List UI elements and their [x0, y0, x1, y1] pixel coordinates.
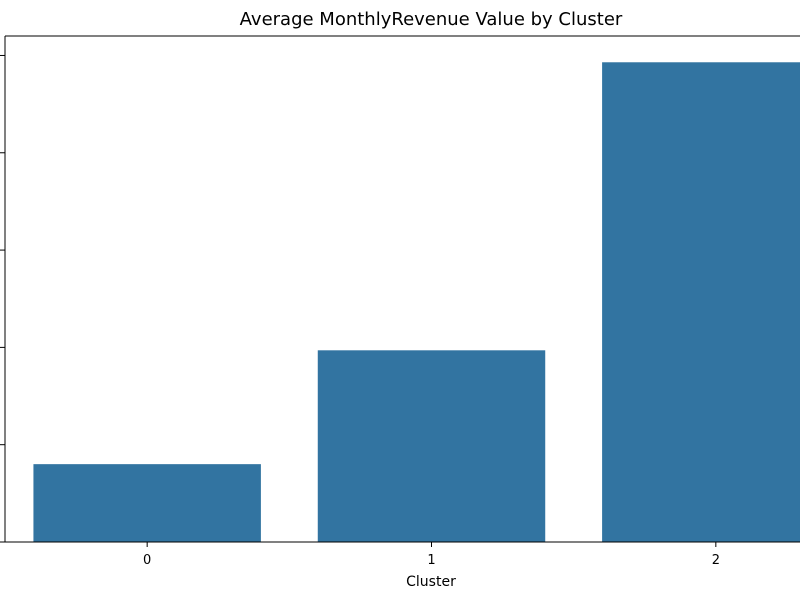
bar-cluster-0	[33, 464, 261, 542]
x-tick-label: 0	[143, 553, 151, 568]
bar-cluster-2	[602, 62, 800, 543]
bars-group	[33, 62, 800, 543]
x-tick-label: 2	[712, 553, 720, 568]
x-tick-label: 1	[427, 553, 435, 568]
x-axis-label: Cluster	[406, 574, 456, 590]
bar-cluster-1	[317, 350, 546, 542]
x-axis-ticks: 0 1 2	[143, 542, 720, 568]
plot-area: 0 1 2	[0, 35, 800, 568]
y-axis-ticks	[0, 54, 5, 543]
chart-title: Average MonthlyRevenue Value by Cluster	[240, 9, 623, 30]
